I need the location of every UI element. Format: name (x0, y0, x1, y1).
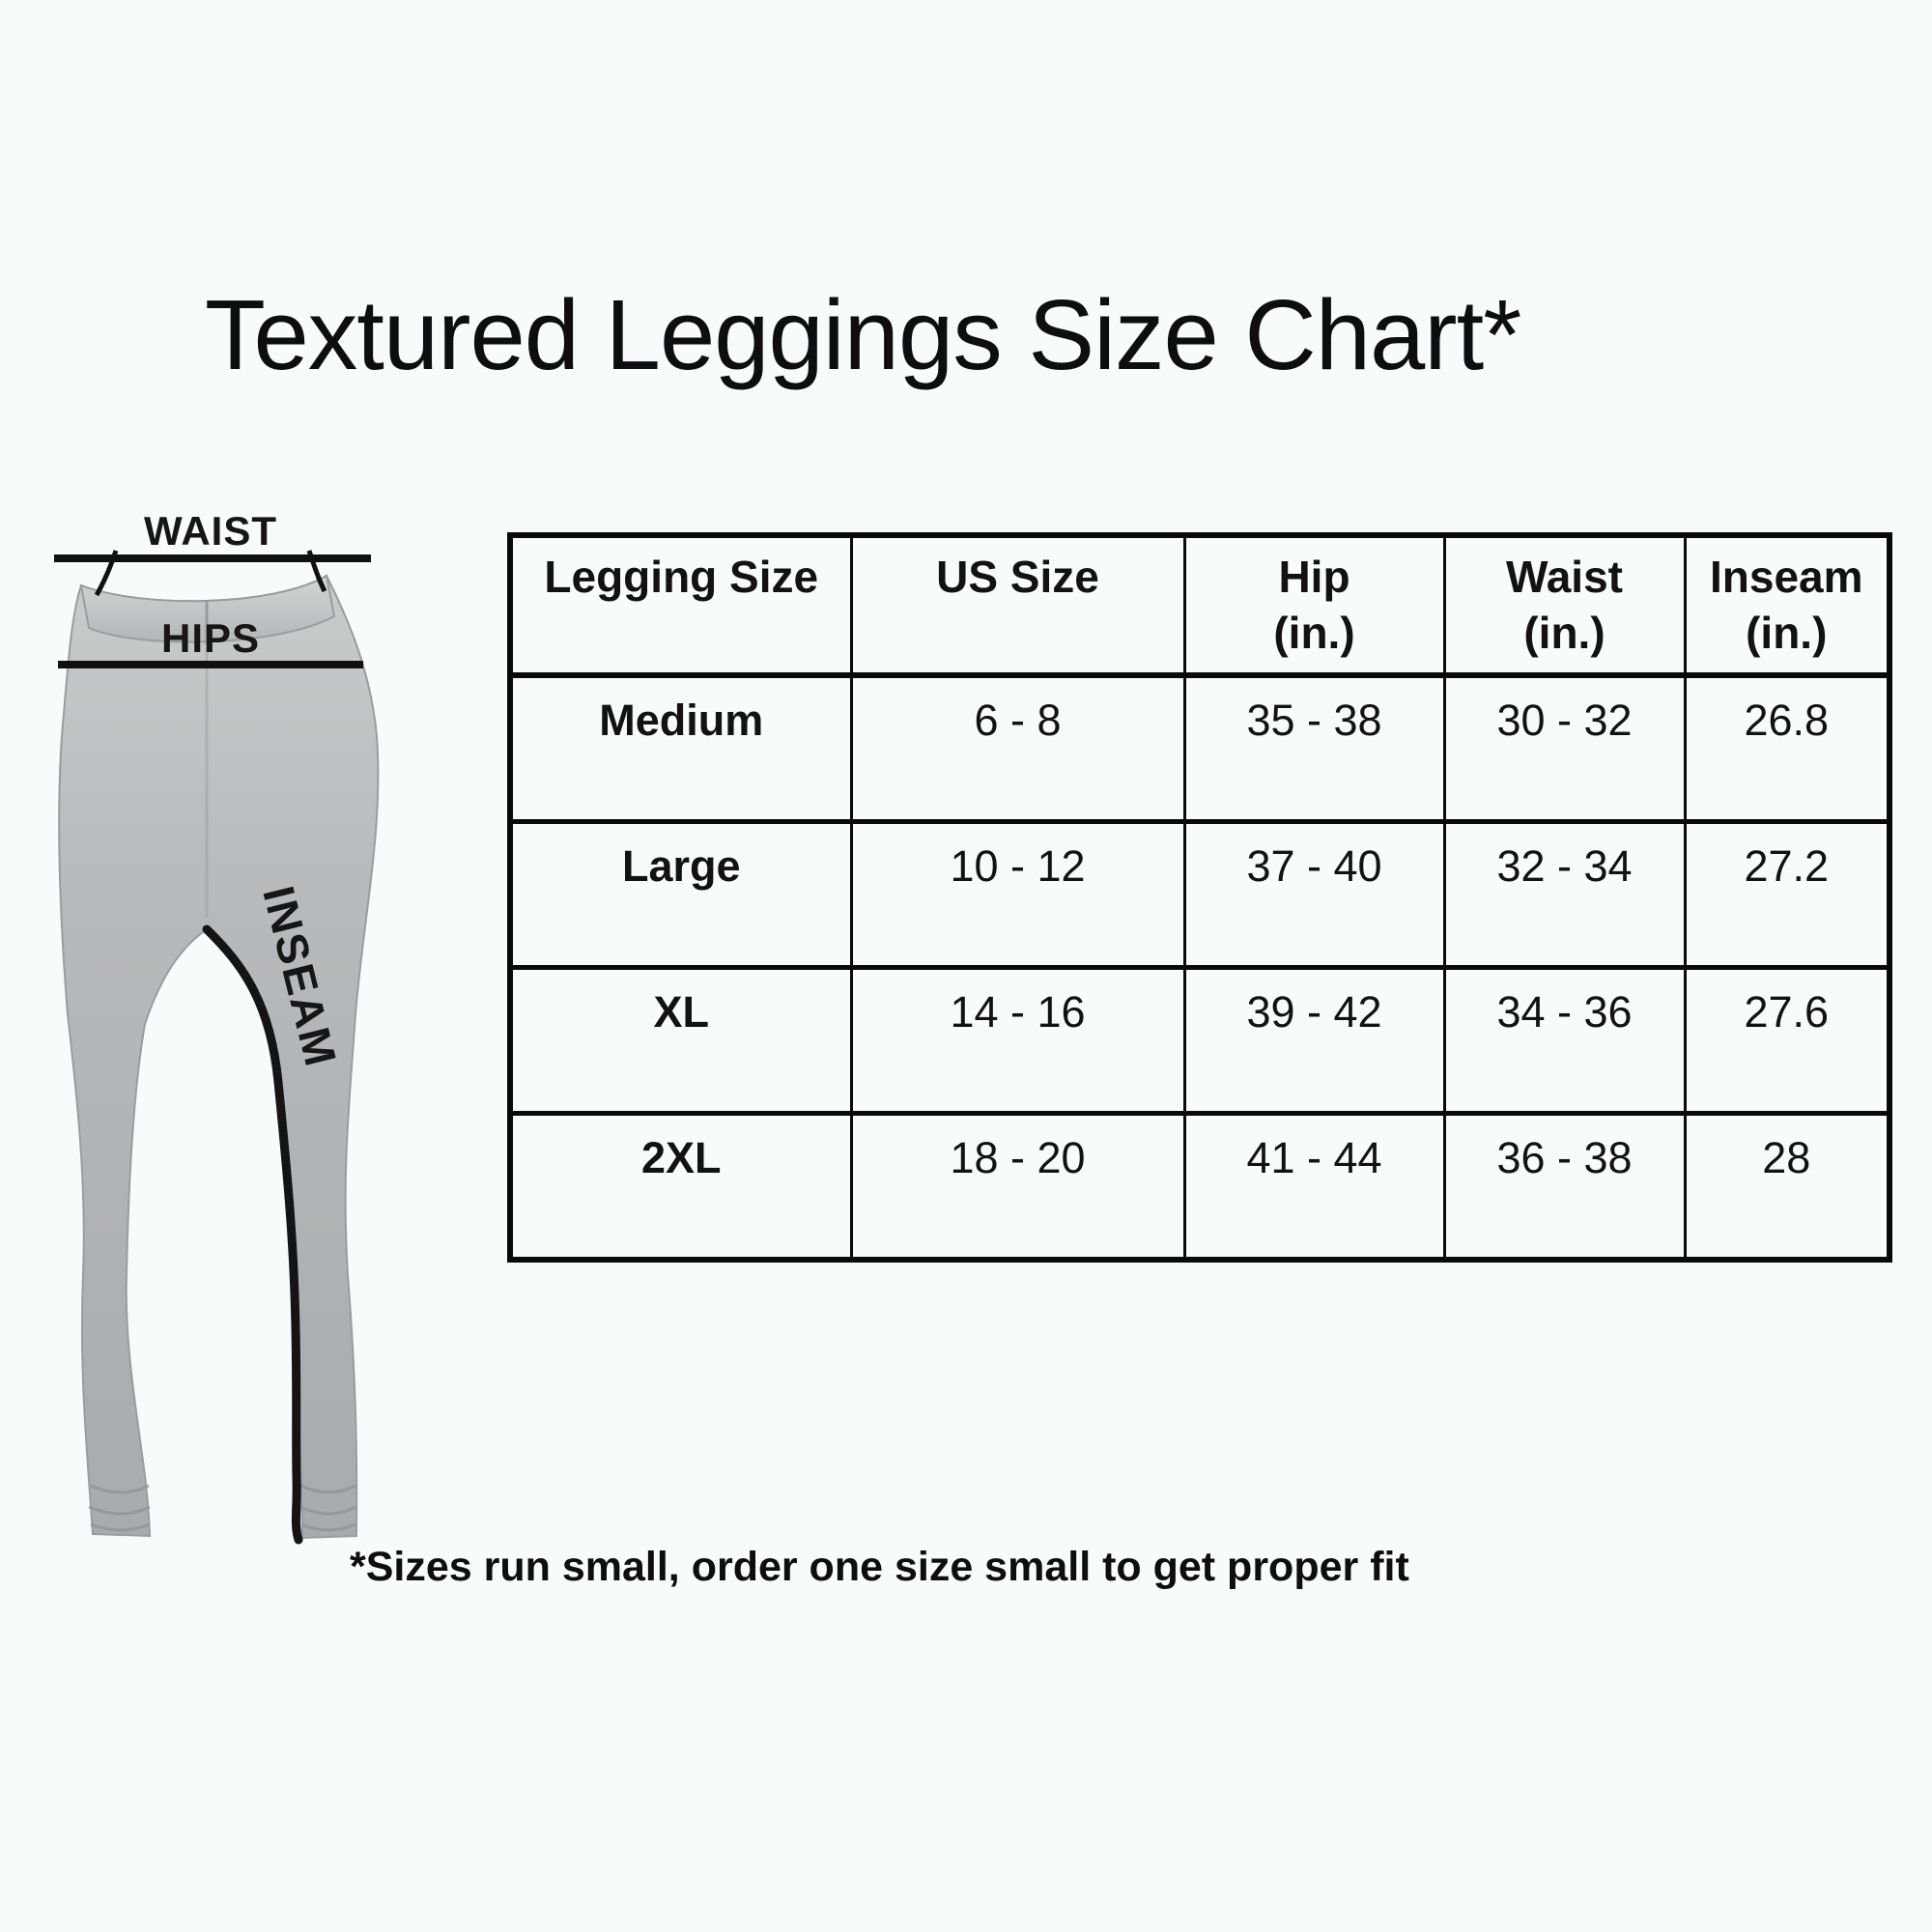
cell-us-size: 6 - 8 (849, 673, 1186, 824)
col-header-waist: Waist (in.) (1442, 532, 1687, 678)
cell-hip: 41 - 44 (1182, 1112, 1446, 1263)
waist-line-left-hook (94, 550, 119, 597)
cell-waist: 34 - 36 (1442, 966, 1687, 1116)
size-table-body: Medium 6 - 8 35 - 38 30 - 32 26.8 Large … (507, 673, 1892, 1263)
col-header-us-size: US Size (849, 532, 1186, 678)
table-row-2xl: 2XL 18 - 20 41 - 44 36 - 38 28 (507, 1112, 1892, 1263)
footnote: *Sizes run small, order one size small t… (350, 1544, 1409, 1590)
cell-us-size: 10 - 12 (849, 820, 1186, 970)
cell-size: Large (507, 820, 853, 970)
size-table-header: Legging Size US Size Hip (in.) Waist (in… (507, 532, 1892, 678)
cell-inseam: 26.8 (1683, 673, 1892, 824)
cell-hip: 39 - 42 (1182, 966, 1446, 1116)
cell-size: 2XL (507, 1112, 853, 1263)
cell-inseam: 27.2 (1683, 820, 1892, 970)
cell-hip: 37 - 40 (1182, 820, 1446, 970)
col-header-inseam: Inseam (in.) (1683, 532, 1892, 678)
page-title: Textured Leggings Size Chart* (205, 279, 1521, 390)
waist-line-right-hook (306, 550, 327, 593)
cell-waist: 32 - 34 (1442, 820, 1687, 970)
table-row-medium: Medium 6 - 8 35 - 38 30 - 32 26.8 (507, 673, 1892, 824)
waist-label: WAIST (144, 508, 277, 554)
cell-inseam: 28 (1683, 1112, 1892, 1263)
cell-size: XL (507, 966, 853, 1116)
table-row-large: Large 10 - 12 37 - 40 32 - 34 27.2 (507, 820, 1892, 970)
left-cuff-lines (88, 1484, 151, 1532)
col-header-hip: Hip (in.) (1182, 532, 1446, 678)
cell-waist: 36 - 38 (1442, 1112, 1687, 1263)
table-row-xl: XL 14 - 16 39 - 42 34 - 36 27.6 (507, 966, 1892, 1116)
header-row: Legging Size US Size Hip (in.) Waist (in… (507, 532, 1892, 678)
size-table: Legging Size US Size Hip (in.) Waist (in… (507, 532, 1892, 1263)
right-cuff-lines (299, 1484, 357, 1532)
cell-size: Medium (507, 673, 853, 824)
cell-us-size: 18 - 20 (849, 1112, 1186, 1263)
hips-label: HIPS (161, 615, 260, 661)
inseam-line (202, 924, 303, 1545)
cell-us-size: 14 - 16 (849, 966, 1186, 1116)
cell-hip: 35 - 38 (1182, 673, 1446, 824)
cell-waist: 30 - 32 (1442, 673, 1687, 824)
leggings-measurement-diagram: WAIST HIPS INSEAM (54, 508, 380, 1545)
cell-inseam: 27.6 (1683, 966, 1892, 1116)
col-header-legging-size: Legging Size (507, 532, 853, 678)
